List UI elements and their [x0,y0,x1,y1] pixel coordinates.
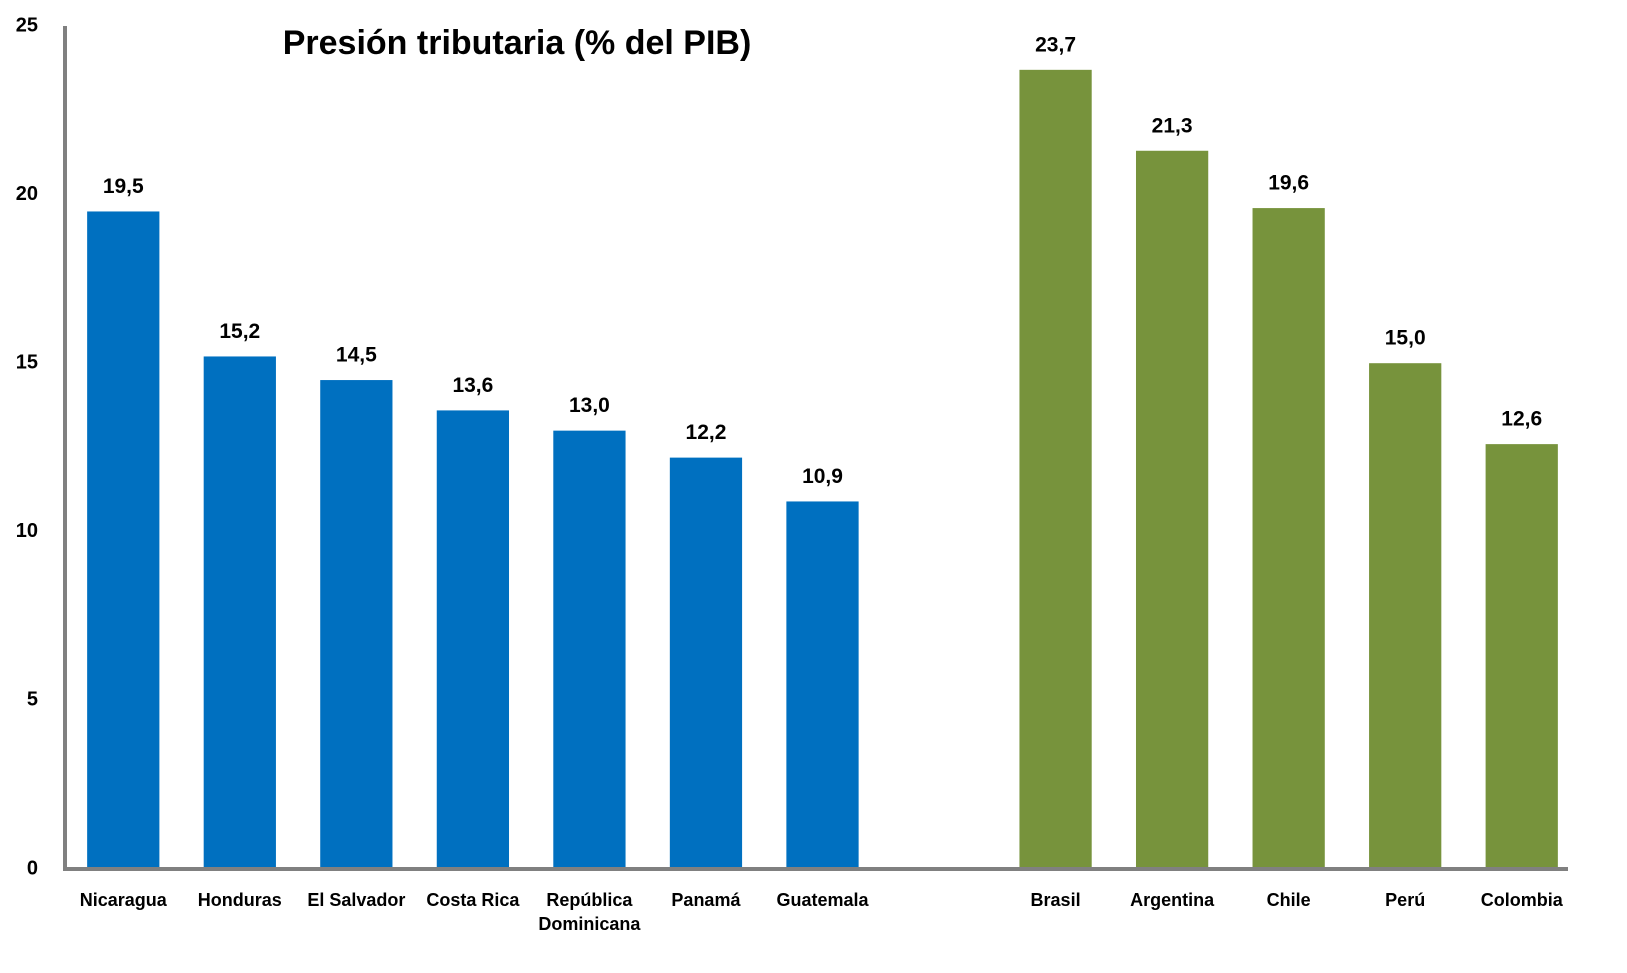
bar [203,356,276,869]
x-tick-label: Honduras [197,890,282,910]
x-tick-label: Perú [1385,890,1426,910]
bar [1369,363,1442,869]
x-tick-label: Colombia [1480,890,1563,910]
x-tick-label: Costa Rica [426,890,520,910]
value-label: 23,7 [1035,33,1076,56]
value-label: 13,0 [569,394,610,417]
y-tick-label: 0 [27,857,38,879]
x-tick-label: Panamá [671,890,741,910]
y-tick-label: 15 [16,351,38,373]
y-tick-label: 20 [16,183,38,205]
bar [1252,208,1325,869]
bar [320,380,393,869]
bar [1135,150,1209,869]
y-tick-label: 10 [16,520,38,542]
x-tick-label: El Salvador [307,890,406,910]
bar [87,211,160,869]
value-label: 13,6 [452,374,493,397]
x-tick-label: Chile [1266,890,1311,910]
value-label: 10,9 [802,465,843,488]
y-tick-label: 25 [16,14,38,36]
x-tick-label: Guatemala [776,890,869,910]
bar [553,430,626,869]
bar [436,410,510,869]
value-label: 15,2 [219,320,260,343]
x-tick-label: República Dominicana [538,890,641,934]
y-tick-label: 5 [27,689,38,711]
bar [1485,444,1558,869]
bar [669,457,743,869]
value-label: 12,6 [1501,408,1542,431]
value-label: 12,2 [686,421,727,444]
value-label: 21,3 [1152,114,1193,137]
x-tick-label: Argentina [1130,890,1215,910]
x-tick-label: Nicaragua [79,890,167,910]
value-label: 19,5 [103,175,144,198]
chart-title: Presión tributaria (% del PIB) [283,24,752,62]
bar [1019,69,1092,869]
value-label: 15,0 [1385,327,1426,350]
value-label: 19,6 [1268,172,1309,195]
bar [786,501,859,869]
value-label: 14,5 [336,344,377,367]
x-tick-label: Brasil [1030,890,1081,910]
